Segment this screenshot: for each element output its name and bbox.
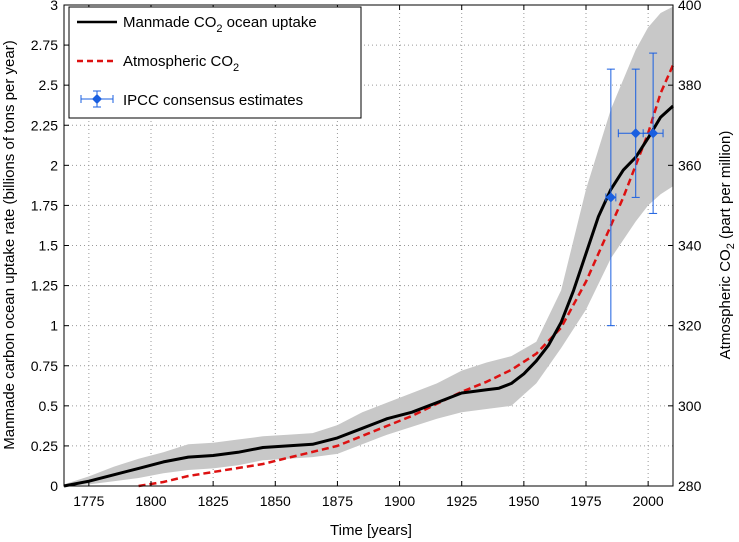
x-tick-label: 1800 — [135, 493, 166, 509]
legend-label-atmospheric: Atmospheric CO2 — [123, 53, 239, 74]
x-axis-title: Time [years] — [330, 522, 412, 539]
y-right-title-main: Atmospheric CO — [717, 249, 734, 359]
y-right-axis-ticks: 280 300 320 340 360 380 400 — [668, 0, 702, 494]
y-left-tick-label: 0 — [50, 478, 58, 494]
x-tick-label: 1900 — [384, 493, 415, 509]
y-left-tick-label: 1.25 — [31, 278, 58, 294]
y-left-axis-ticks: 0 0.25 0.5 0.75 1 1.25 1.5 1.75 2 2.25 2.5 2.75 3 — [31, 0, 69, 494]
y-left-tick-label: 1.75 — [31, 197, 58, 213]
x-tick-label: 1925 — [446, 493, 477, 509]
legend-atmospheric-sub: 2 — [233, 62, 239, 74]
y-left-tick-label: 0.75 — [31, 358, 58, 374]
series-line-ocean-uptake — [63, 104, 675, 488]
ipcc-point — [605, 68, 617, 327]
legend-uptake-main: Manmade CO — [123, 14, 216, 31]
uncertainty-band-area — [64, 6, 673, 486]
x-tick-label: 1975 — [570, 493, 601, 509]
y-left-tick-label: 2.75 — [31, 37, 58, 53]
legend: Manmade CO2 ocean uptake Atmospheric CO2… — [68, 6, 362, 119]
ipcc-marker — [648, 128, 659, 139]
y-right-tick-label: 360 — [678, 157, 702, 173]
ipcc-point — [642, 52, 664, 214]
x-tick-label: 1850 — [260, 493, 291, 509]
ipcc-marker — [630, 128, 641, 139]
y-left-tick-label: 2.5 — [39, 77, 59, 93]
ipcc-point — [617, 68, 654, 198]
y-right-tick-label: 380 — [678, 77, 702, 93]
x-tick-label: 1875 — [322, 493, 353, 509]
y-right-tick-label: 280 — [678, 478, 702, 494]
legend-box — [68, 6, 362, 119]
y-right-tick-label: 300 — [678, 398, 702, 414]
legend-label-uptake: Manmade CO2 ocean uptake — [123, 14, 317, 35]
y-right-tick-label: 320 — [678, 318, 702, 334]
x-tick-label: 2000 — [633, 493, 664, 509]
y-left-tick-label: 0.25 — [31, 438, 58, 454]
y-right-title-tail: (part per million) — [717, 131, 734, 244]
y-left-axis-title: Manmade carbon ocean uptake rate (billio… — [1, 40, 18, 449]
y-right-axis-title: Atmospheric CO2 (part per million) — [717, 131, 737, 360]
y-left-tick-label: 0.5 — [39, 398, 59, 414]
ipcc-error-bars — [605, 52, 664, 327]
x-tick-label: 1950 — [508, 493, 539, 509]
y-right-title-sub: 2 — [725, 243, 737, 249]
legend-uptake-tail: ocean uptake — [223, 14, 317, 31]
legend-atmospheric-main: Atmospheric CO — [123, 53, 233, 70]
y-right-tick-label: 400 — [678, 0, 702, 13]
y-left-tick-label: 3 — [50, 0, 58, 13]
ipcc-marker — [605, 192, 616, 203]
x-tick-label: 1775 — [73, 493, 104, 509]
series-lines — [63, 64, 675, 488]
y-right-tick-label: 340 — [678, 238, 702, 254]
x-tick-label: 1825 — [198, 493, 229, 509]
y-left-tick-label: 2.25 — [31, 117, 58, 133]
y-left-tick-label: 1.5 — [39, 238, 59, 254]
legend-uptake-sub: 2 — [216, 23, 222, 35]
x-axis-ticks: 1775 1800 1825 1850 1875 1900 1925 1950 1975 2000 — [73, 5, 664, 509]
uncertainty-band — [64, 6, 673, 486]
y-left-tick-label: 1 — [50, 318, 58, 334]
legend-swatch-ipcc — [80, 90, 114, 108]
legend-label-ipcc: IPCC consensus estimates — [123, 92, 303, 109]
y-left-tick-label: 2 — [50, 157, 58, 173]
